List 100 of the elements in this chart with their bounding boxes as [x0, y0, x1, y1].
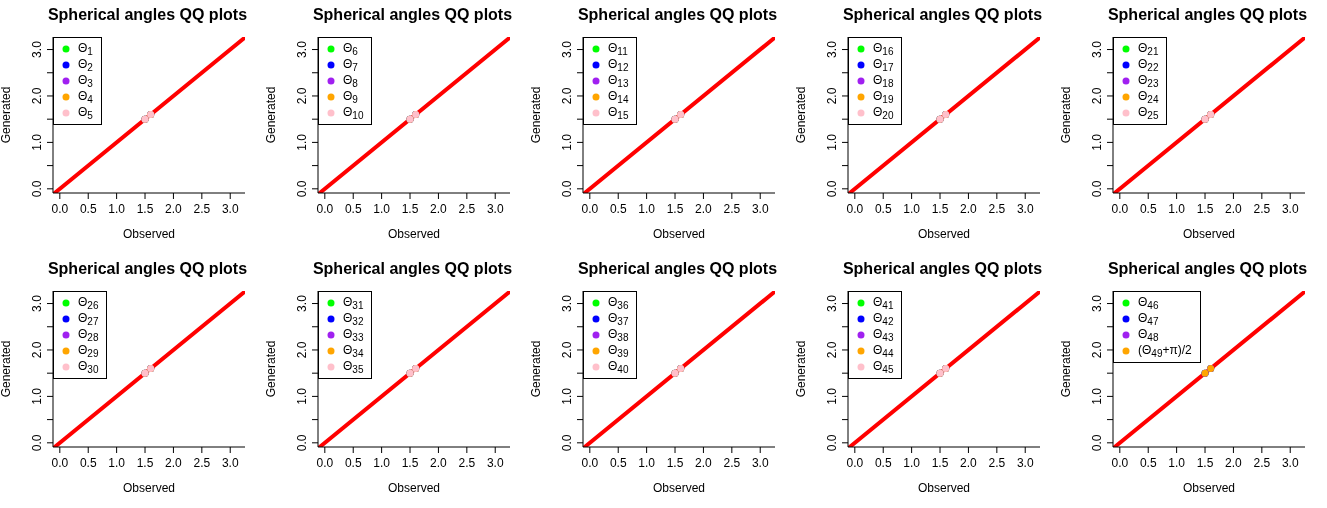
x-tick-label: 1.0	[903, 456, 921, 470]
x-tick-label: 1.0	[108, 456, 126, 470]
x-tick-label: 0.5	[1139, 456, 1157, 470]
chart-title: Spherical angles QQ plots	[46, 5, 249, 25]
y-tick-label: 0.0	[30, 434, 44, 452]
y-tick-label: 0.0	[1090, 434, 1104, 452]
x-tick-label: 3.0	[751, 456, 769, 470]
legend-label: Θ$_{9}$	[343, 88, 358, 106]
x-tick-label: 2.5	[458, 456, 476, 470]
legend-label: Θ$_{38}$	[608, 326, 629, 344]
x-tick-label: 3.0	[221, 202, 239, 216]
x-tick-label: 1.5	[931, 456, 949, 470]
legend-label: Θ$_{39}$	[608, 342, 629, 360]
x-tick-label: 0.5	[79, 456, 97, 470]
y-tick-label: 2.0	[1090, 87, 1104, 105]
x-axis-title: Observed	[387, 481, 441, 495]
x-tick-label: 2.5	[723, 202, 741, 216]
x-tick-label: 0.0	[51, 456, 69, 470]
x-tick-label: 0.0	[316, 202, 334, 216]
y-tick-label: 1.0	[825, 387, 839, 405]
x-tick-label: 2.0	[1225, 202, 1243, 216]
legend-label: Θ$_{4}$	[78, 88, 93, 106]
x-tick-label: 2.5	[1253, 202, 1271, 216]
legend-label: Θ$_{31}$	[343, 294, 364, 312]
x-tick-label: 3.0	[751, 202, 769, 216]
x-tick-label: 2.0	[1225, 456, 1243, 470]
y-tick-label: 0.0	[560, 180, 574, 198]
x-tick-label: 1.5	[1196, 202, 1214, 216]
chart-title: Spherical angles QQ plots	[1106, 259, 1309, 279]
x-tick-label: 3.0	[1281, 202, 1299, 216]
x-tick-label: 0.0	[846, 456, 864, 470]
x-tick-label: 2.0	[695, 202, 713, 216]
legend-label: Θ$_{15}$	[608, 104, 629, 122]
x-tick-label: 1.0	[638, 202, 656, 216]
x-tick-label: 2.0	[960, 202, 978, 216]
legend-label: Θ$_{23}$	[1138, 72, 1159, 90]
y-tick-label: 3.0	[825, 40, 839, 58]
y-axis-title: Generated	[529, 86, 544, 144]
y-tick-label: 3.0	[295, 40, 309, 58]
y-tick-label: 2.0	[295, 87, 309, 105]
y-tick-label: 1.0	[1090, 387, 1104, 405]
legend-label: Θ$_{21}$	[1138, 40, 1159, 58]
legend-label: Θ$_{45}$	[873, 358, 894, 376]
x-tick-label: 2.5	[458, 202, 476, 216]
y-tick-label: 2.0	[1090, 341, 1104, 359]
x-tick-label: 0.5	[1139, 202, 1157, 216]
legend-label: Θ$_{47}$	[1138, 310, 1159, 328]
legend-label: Θ$_{5}$	[78, 104, 93, 122]
x-tick-label: 0.0	[581, 456, 599, 470]
legend-label: (Θ$_{49}$+π)/2	[1138, 342, 1192, 360]
legend-label: Θ$_{29}$	[78, 342, 99, 360]
x-tick-label: 1.0	[1168, 202, 1186, 216]
y-tick-label: 2.0	[560, 341, 574, 359]
x-tick-label: 0.0	[846, 202, 864, 216]
x-tick-label: 2.0	[430, 456, 448, 470]
x-axis-title: Observed	[122, 481, 176, 495]
x-tick-label: 1.5	[931, 202, 949, 216]
x-tick-label: 0.0	[1111, 202, 1129, 216]
y-tick-label: 2.0	[295, 341, 309, 359]
x-tick-label: 2.5	[1253, 456, 1271, 470]
x-tick-label: 0.0	[51, 202, 69, 216]
chart-title: Spherical angles QQ plots	[46, 259, 249, 279]
x-tick-label: 1.5	[666, 202, 684, 216]
legend-label: Θ$_{2}$	[78, 56, 93, 74]
y-tick-label: 1.0	[30, 133, 44, 151]
legend-label: Θ$_{33}$	[343, 326, 364, 344]
x-tick-label: 2.5	[193, 456, 211, 470]
chart-title: Spherical angles QQ plots	[576, 5, 779, 25]
x-tick-label: 3.0	[1281, 456, 1299, 470]
x-tick-label: 0.5	[344, 456, 362, 470]
y-axis-title: Generated	[1059, 86, 1074, 144]
legend-label: Θ$_{34}$	[343, 342, 364, 360]
y-axis-title: Generated	[794, 340, 809, 398]
x-tick-label: 0.0	[1111, 456, 1129, 470]
y-tick-label: 3.0	[30, 40, 44, 58]
x-tick-label: 3.0	[486, 456, 504, 470]
y-tick-label: 3.0	[825, 294, 839, 312]
y-tick-label: 2.0	[825, 341, 839, 359]
legend-label: Θ$_{8}$	[343, 72, 358, 90]
legend-label: Θ$_{43}$	[873, 326, 894, 344]
chart-title: Spherical angles QQ plots	[311, 5, 514, 25]
x-tick-label: 2.5	[193, 202, 211, 216]
y-axis-title: Generated	[264, 340, 279, 398]
y-tick-label: 1.0	[560, 387, 574, 405]
x-axis-title: Observed	[387, 227, 441, 241]
y-tick-label: 3.0	[560, 294, 574, 312]
x-tick-label: 1.0	[638, 456, 656, 470]
x-tick-label: 0.0	[316, 456, 334, 470]
y-tick-label: 3.0	[295, 294, 309, 312]
legend-label: Θ$_{40}$	[608, 358, 629, 376]
y-tick-label: 0.0	[1090, 180, 1104, 198]
legend-label: Θ$_{1}$	[78, 40, 93, 58]
legend-label: Θ$_{42}$	[873, 310, 894, 328]
y-axis-title: Generated	[1059, 340, 1074, 398]
legend-label: Θ$_{48}$	[1138, 326, 1159, 344]
y-tick-label: 1.0	[295, 387, 309, 405]
chart-title: Spherical angles QQ plots	[1106, 5, 1309, 25]
y-tick-label: 2.0	[825, 87, 839, 105]
x-tick-label: 1.0	[1168, 456, 1186, 470]
y-tick-label: 2.0	[560, 87, 574, 105]
